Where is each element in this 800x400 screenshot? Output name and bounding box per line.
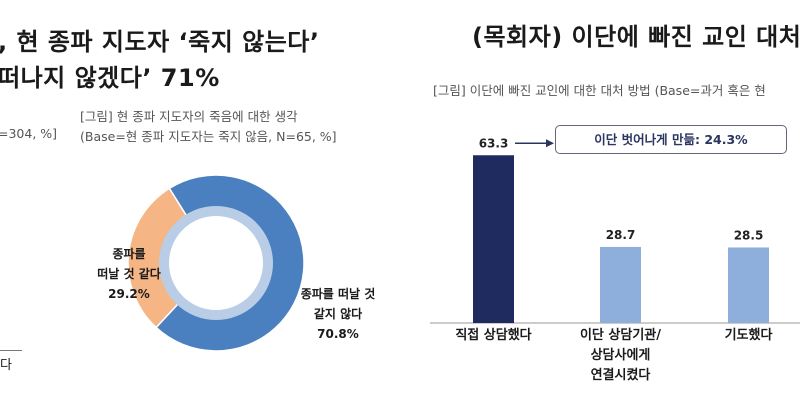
donut-caption-line1: [그림] 현 종파 지도자의 죽음에 대한 생각 [80, 109, 298, 124]
callout-box: 이단 벗어나게 만듦: 24.3% [555, 125, 787, 154]
donut-inner-ring [159, 206, 273, 320]
bar-value-label: 28.5 [734, 228, 764, 242]
bar-value-label: 63.3 [479, 136, 509, 150]
bar-caption: [그림] 이단에 빠진 교인에 대한 대처 방법 (Base=과거 혹은 현 [433, 83, 766, 98]
slice-value: 29.2% [108, 287, 150, 301]
donut-chart [127, 174, 305, 352]
bar-value-label: 28.7 [606, 228, 636, 242]
x-tick-label-line: 연결시켰다 [590, 368, 651, 383]
x-tick-label-line: 이단 상담기관/ [579, 328, 662, 343]
x-tick-label-line: 직접 상담했다 [455, 328, 532, 343]
bar [728, 247, 769, 323]
x-tick-label: 직접 상담했다 [424, 326, 564, 346]
x-tick-label-line: 기도했다 [724, 328, 773, 343]
slice-label-line2: 떠날 것 같다 [97, 267, 161, 281]
bar [600, 246, 641, 323]
left-title-line1: , 현 종파 지도자 ‘죽지 않는다’ [0, 28, 320, 56]
left-title-line2: 떠나지 않겠다’ 71% [0, 64, 220, 92]
x-tick-label: 기도했다 [679, 326, 800, 346]
slice-label-line1: 종파를 [112, 247, 146, 261]
divider [0, 350, 22, 351]
bar [473, 155, 514, 323]
slice-label-line2: 같지 않다 [313, 307, 363, 321]
slice-value: 70.8% [317, 327, 359, 341]
slice-label-line1: 종파를 떠날 것 [300, 287, 376, 301]
arrow-head-icon [546, 139, 554, 148]
slice-label-leave: 종파를 떠날 것 같다 29.2% [84, 244, 174, 304]
bar-chart: 63.3 28.7 28.5 [430, 136, 800, 324]
x-tick-label-line: 상담사에게 [590, 348, 651, 363]
left-partial-caption: =304, %] [0, 126, 58, 141]
right-title: (목회자) 이단에 빠진 교인 대처 [472, 23, 800, 51]
left-partial-label: 다 [0, 358, 12, 373]
donut-caption-line2: (Base=현 종파 지도자는 죽지 않음, N=65, %] [80, 129, 337, 144]
donut-hole [172, 219, 260, 307]
slice-label-stay: 종파를 떠날 것 같지 않다 70.8% [288, 284, 388, 344]
